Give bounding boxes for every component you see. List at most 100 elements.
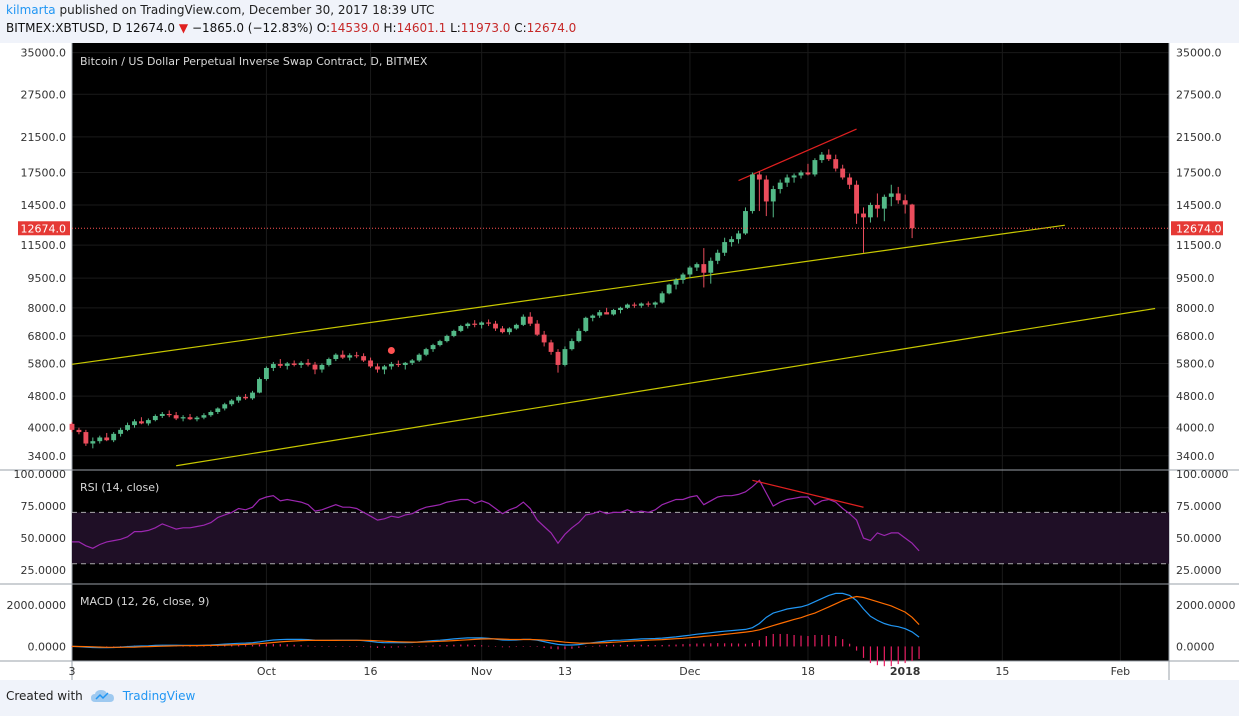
macd-histogram-bar [411, 646, 413, 647]
macd-histogram-bar [460, 644, 462, 647]
macd-histogram-bar [383, 646, 386, 648]
price-axis-label-left: 11500.0 [21, 239, 67, 252]
candle-body [833, 159, 839, 169]
macd-histogram-bar [397, 646, 399, 648]
macd-histogram-bar [689, 643, 691, 647]
macd-histogram-bar [508, 646, 511, 648]
macd-histogram-bar [564, 646, 566, 650]
price-axis-label-left: 4800.0 [28, 390, 67, 403]
macd-histogram-bar [446, 644, 448, 647]
macd-histogram-bar [182, 646, 184, 647]
macd-histogram-bar [592, 646, 594, 647]
candle-body [284, 363, 290, 366]
price-axis-label-right: 3400.0 [1176, 450, 1215, 463]
price-axis-label-right: 4000.0 [1176, 422, 1215, 435]
last-price-tag-left [18, 221, 70, 236]
macd-histogram-bar [501, 646, 504, 648]
candle-body [722, 242, 728, 253]
macd-histogram-bar [272, 643, 274, 647]
macd-axis-label-right: 0.0000 [1176, 640, 1215, 653]
open-label: O: [316, 21, 331, 35]
time-axis-label: Feb [1111, 665, 1130, 678]
candle-body [444, 335, 450, 342]
macd-histogram-bar [911, 646, 913, 661]
candle-body [763, 179, 769, 202]
right-axis-background [1169, 43, 1239, 680]
event-marker [387, 347, 395, 355]
macd-histogram-bar [654, 645, 656, 647]
macd-histogram-bar [258, 644, 261, 647]
rsi-axis-label-right: 25.0000 [1176, 564, 1222, 577]
macd-histogram-bar [404, 646, 406, 648]
candle-body [465, 323, 471, 327]
macd-histogram-bar [640, 644, 642, 647]
time-axis-label: 2018 [890, 665, 921, 678]
candle-body [854, 184, 859, 214]
macd-histogram-bar [918, 646, 920, 659]
macd-histogram-bar [717, 643, 719, 647]
macd-histogram-bar [855, 646, 858, 651]
author-link[interactable]: kilmarta [6, 3, 56, 17]
candle-body [715, 252, 721, 261]
candle-body [347, 355, 353, 358]
candle-body [111, 433, 117, 441]
price-axis-label-right: 14500.0 [1176, 199, 1222, 212]
candle-body [701, 264, 707, 273]
candle-body [548, 342, 554, 352]
candle-body [90, 441, 96, 444]
rsi-axis-label-right: 100.0000 [1176, 468, 1229, 481]
price-axis-label-right: 8000.0 [1176, 302, 1215, 315]
candle-body [187, 417, 193, 420]
macd-histogram-bar [425, 645, 427, 647]
trading-chart[interactable]: 35000.0 35000.0 27500.0 27500.0 21500.0 21500… [0, 40, 1239, 684]
candle-body [583, 317, 589, 331]
price-axis-label-left: 3400.0 [28, 450, 67, 463]
candle-body [430, 345, 436, 350]
candle-body [708, 260, 714, 273]
candle-body [125, 425, 130, 430]
candle-body [395, 364, 401, 366]
macd-histogram-bar [390, 646, 392, 648]
macd-histogram-bar [453, 644, 455, 647]
macd-histogram-bar [876, 646, 878, 666]
candle-body [659, 293, 665, 303]
candle-body [743, 211, 748, 234]
tradingview-link[interactable]: TradingView [122, 689, 196, 703]
candle-body [527, 316, 533, 324]
candle-body [666, 284, 672, 294]
candle-body [638, 303, 644, 306]
candle-body [847, 177, 853, 185]
candle-body [277, 364, 283, 366]
macd-histogram-bar [599, 645, 601, 647]
candle-body [257, 379, 262, 393]
candle-body [513, 324, 519, 329]
candle-body [625, 304, 630, 308]
left-axis-background [0, 43, 72, 680]
candle-body [604, 312, 610, 315]
candle-body [326, 359, 332, 365]
candle-body [180, 417, 186, 419]
candle-body [631, 304, 637, 306]
macd-axis-label-left: 2000.0000 [7, 599, 67, 612]
time-axis-label: Nov [471, 665, 493, 678]
price-axis-label-right: 35000.0 [1176, 47, 1222, 60]
macd-histogram-bar [335, 646, 337, 647]
candle-body [590, 315, 596, 318]
time-axis-label: Dec [679, 665, 700, 678]
candle-body [472, 323, 478, 325]
candle-body [798, 172, 804, 176]
candle-body [250, 392, 255, 399]
down-arrow-icon: ▼ [178, 21, 189, 35]
trendline-price-divergence [738, 128, 857, 182]
candle-body [555, 351, 561, 365]
macd-histogram-bar [265, 644, 268, 647]
plot-background [72, 43, 1169, 661]
macd-histogram-bar [571, 646, 573, 649]
candle-body [812, 160, 818, 175]
macd-histogram-bar [800, 635, 802, 647]
candle-body [194, 417, 200, 420]
candle-body [458, 326, 464, 331]
macd-histogram-bar [286, 644, 288, 647]
macd-histogram-bar [251, 645, 254, 647]
macd-histogram-bar [897, 646, 899, 665]
